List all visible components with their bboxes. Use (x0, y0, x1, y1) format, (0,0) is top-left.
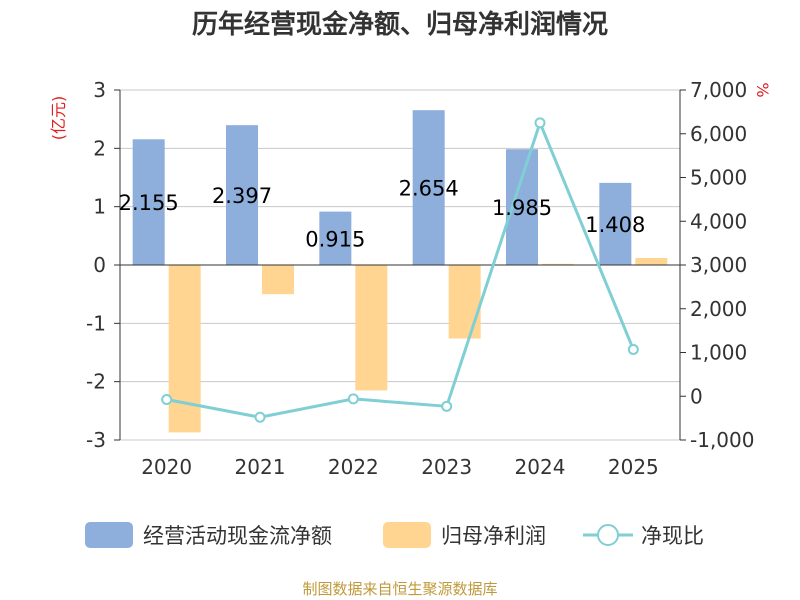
data-label-cash-flow-2023: 2.654 (399, 177, 459, 201)
x-axis-ticks: 2020 2021 2022 2023 2024 2025 (141, 455, 659, 479)
ratio-polyline (166, 118, 635, 419)
legend-swatch-net-profit (383, 522, 431, 548)
left-axis-ticks: 3 2 1 0 -1 -2 -3 (86, 78, 120, 452)
bar-net-profit-2021 (262, 265, 294, 295)
right-axis-ticks: 7,000 6,000 5,000 4,000 3,000 2,000 1,000 0 -1,0… (680, 78, 754, 452)
bar-cash-flow-2021 (226, 125, 258, 265)
data-label-cash-flow-2024: 1.985 (492, 196, 552, 220)
left-tick-label: -1 (86, 311, 106, 335)
bars (132, 110, 668, 433)
left-tick-label: 0 (93, 253, 106, 277)
legend: 经营活动现金流净额 归母净利润 净现比 (85, 522, 704, 548)
left-tick-label: -2 (86, 370, 106, 394)
bar-net-profit-2020 (168, 265, 201, 433)
ratio-point-2022 (347, 393, 359, 405)
bar-cash-flow-2025 (599, 182, 632, 265)
legend-swatch-cash-flow (85, 522, 133, 548)
right-axis-unit: % (753, 82, 772, 97)
data-label-cash-flow-2020: 2.155 (119, 191, 179, 215)
data-labels: 2.155 2.397 0.915 2.654 1.985 1.408 (119, 177, 646, 252)
source-note: 制图数据来自恒生聚源数据库 (302, 580, 497, 598)
left-axis-unit: (亿元) (49, 96, 68, 141)
ratio-point-2025 (627, 343, 639, 355)
left-tick-label: 1 (93, 195, 106, 219)
x-tick-label-2023: 2023 (421, 455, 472, 479)
right-tick-label: 2,000 (690, 297, 747, 321)
bar-net-profit-2022 (355, 265, 388, 391)
x-tick-label-2020: 2020 (141, 455, 192, 479)
ratio-line (161, 117, 639, 423)
left-tick-label: 2 (93, 136, 106, 160)
bar-cash-flow-2020 (132, 139, 165, 265)
x-tick-label-2021: 2021 (235, 455, 286, 479)
bar-net-profit-2023 (448, 265, 481, 339)
ratio-point-2024 (534, 117, 546, 129)
axes (119, 90, 681, 440)
data-label-cash-flow-2021: 2.397 (212, 184, 272, 208)
right-tick-label: 7,000 (690, 78, 747, 102)
data-label-cash-flow-2025: 1.408 (585, 213, 645, 237)
bar-cash-flow-2022 (319, 211, 352, 265)
legend-label-net-profit: 归母净利润 (441, 524, 546, 548)
ratio-point-2023 (441, 400, 453, 412)
right-tick-label: 3,000 (690, 253, 747, 277)
legend-label-ratio: 净现比 (641, 524, 704, 548)
ratio-point-2020 (161, 394, 173, 406)
ratio-point-2021 (254, 411, 266, 423)
bar-cash-flow-2023 (412, 110, 445, 265)
x-tick-label-2024: 2024 (515, 455, 566, 479)
chart-title: 历年经营现金净额、归母净利润情况 (192, 9, 608, 40)
left-tick-label: -3 (86, 428, 106, 452)
left-tick-label: 3 (93, 78, 106, 102)
data-label-cash-flow-2022: 0.915 (305, 227, 365, 251)
right-tick-label: 1,000 (690, 341, 747, 365)
bar-net-profit-2025 (635, 258, 668, 265)
right-tick-label: 0 (690, 384, 703, 408)
legend-marker-ratio (597, 524, 619, 546)
right-tick-label: -1,000 (690, 428, 754, 452)
right-tick-label: 4,000 (690, 209, 747, 233)
right-tick-label: 6,000 (690, 122, 747, 146)
right-tick-label: 5,000 (690, 166, 747, 190)
legend-label-cash-flow: 经营活动现金流净额 (143, 524, 332, 548)
x-tick-label-2022: 2022 (328, 455, 379, 479)
x-tick-label-2025: 2025 (608, 455, 659, 479)
